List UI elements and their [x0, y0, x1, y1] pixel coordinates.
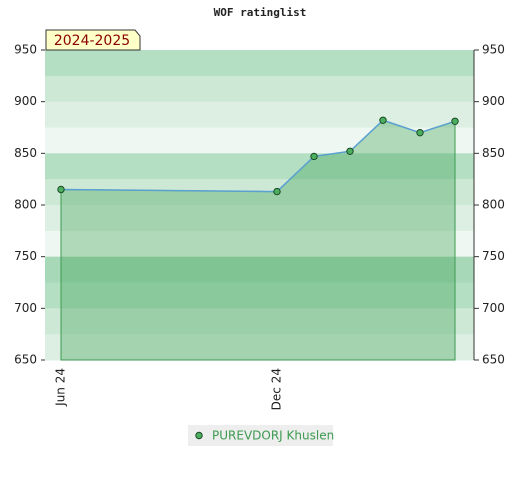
point [57, 185, 65, 194]
y-tick-label: 650 [14, 353, 37, 367]
point [310, 152, 318, 161]
chart-title: WOF ratinglist [214, 6, 307, 19]
band [45, 282, 474, 309]
y2-tick-label: 950 [482, 43, 505, 57]
badge-box [45, 29, 141, 51]
point [273, 187, 281, 196]
x-tick-label: Jun 24 [54, 368, 68, 407]
band [45, 205, 474, 232]
y-tick-label: 700 [14, 301, 37, 315]
point [451, 117, 459, 126]
legend-marker [195, 431, 203, 440]
band [45, 179, 474, 206]
y2-tick-label: 650 [482, 353, 505, 367]
legend: PUREVDORJ Khuslen [188, 425, 334, 446]
band [45, 127, 474, 154]
y2-tick-label: 750 [482, 249, 505, 263]
y2-tick-label: 900 [482, 94, 505, 108]
band [45, 256, 474, 283]
legend-label: PUREVDORJ Khuslen [212, 429, 334, 443]
point [379, 116, 387, 124]
point [416, 128, 424, 137]
x-tick-label: Dec 24 [270, 368, 284, 410]
y-tick-label: 900 [14, 94, 37, 108]
band [45, 308, 474, 335]
band [45, 75, 474, 103]
point [346, 147, 354, 155]
y-tick-label: 800 [14, 198, 37, 212]
band [45, 50, 474, 77]
band [45, 101, 474, 128]
y-tick-label: 750 [14, 249, 37, 263]
y2-tick-label: 850 [482, 146, 505, 160]
legend-box [188, 425, 333, 446]
y-tick-label: 950 [14, 43, 37, 57]
y-tick-label: 850 [14, 146, 37, 160]
y2-tick-label: 700 [482, 301, 505, 315]
band [45, 230, 474, 258]
band [45, 153, 474, 180]
y2-tick-label: 800 [482, 198, 505, 212]
badge-label: 2024-2025 [54, 33, 130, 49]
band [45, 334, 474, 361]
